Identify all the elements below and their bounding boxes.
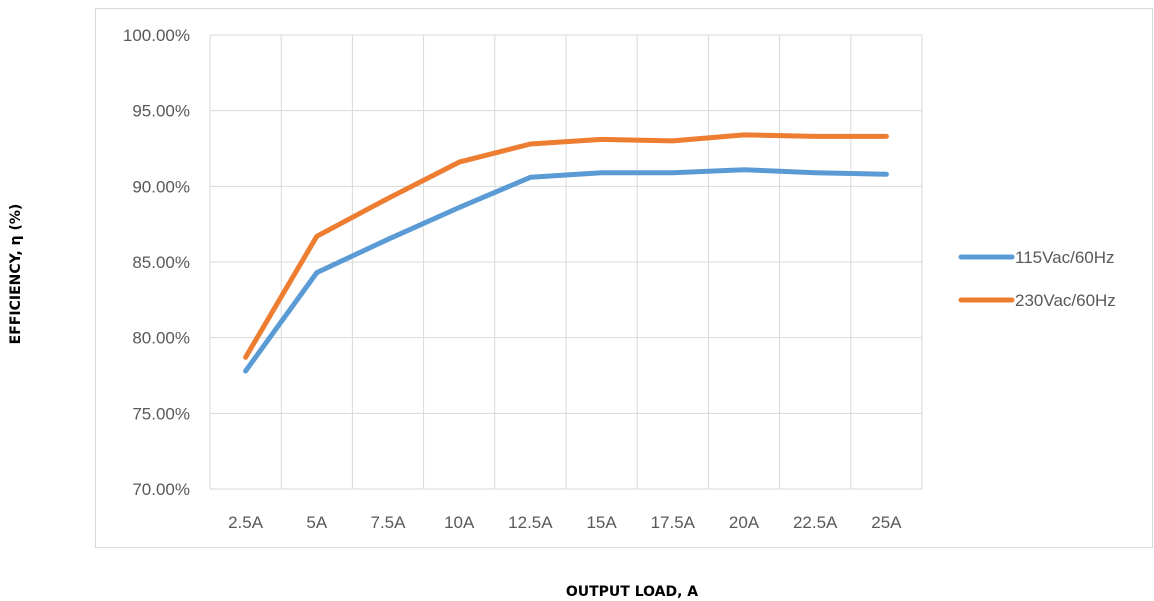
y-tick-label: 90.00%: [132, 177, 190, 196]
x-tick-label: 2.5A: [228, 513, 264, 532]
x-tick-label: 10A: [444, 513, 475, 532]
series-line-2: [243, 132, 889, 360]
x-tick-label: 17.5A: [651, 513, 696, 532]
gridlines: [209, 34, 923, 490]
y-tick-label: 70.00%: [132, 480, 190, 499]
y-tick-label: 80.00%: [132, 329, 190, 348]
chart-area: [95, 8, 1153, 548]
legend-label-1: 115Vac/60Hz: [1015, 248, 1115, 267]
y-tick-label: 100.00%: [123, 26, 190, 45]
y-tick-label: 85.00%: [132, 253, 190, 272]
y-axis-title: EFFICIENCY, η (%): [8, 204, 24, 345]
x-tick-label: 15A: [586, 513, 617, 532]
legend-label-2: 230Vac/60Hz: [1015, 291, 1116, 310]
x-tick-label: 5A: [306, 513, 327, 532]
x-axis-tick-labels: 2.5A 5A 7.5A 10A 12.5A 15A 17.5A 20A 22.5A 25A: [228, 513, 902, 532]
x-tick-label: 25A: [871, 513, 902, 532]
x-tick-label: 22.5A: [793, 513, 838, 532]
series-lines: [243, 132, 889, 374]
x-tick-label: 12.5A: [508, 513, 553, 532]
x-tick-label: 7.5A: [371, 513, 407, 532]
y-tick-label: 75.00%: [132, 404, 190, 423]
y-tick-label: 95.00%: [132, 102, 190, 121]
y-axis-tick-labels: 70.00% 75.00% 80.00% 85.00% 90.00% 95.00% 100.…: [123, 26, 190, 499]
x-tick-label: 20A: [729, 513, 760, 532]
x-axis-title: OUTPUT LOAD, A: [566, 584, 698, 600]
legend: 115Vac/60Hz 230Vac/60Hz: [958, 248, 1116, 310]
series-line-1: [243, 167, 889, 374]
